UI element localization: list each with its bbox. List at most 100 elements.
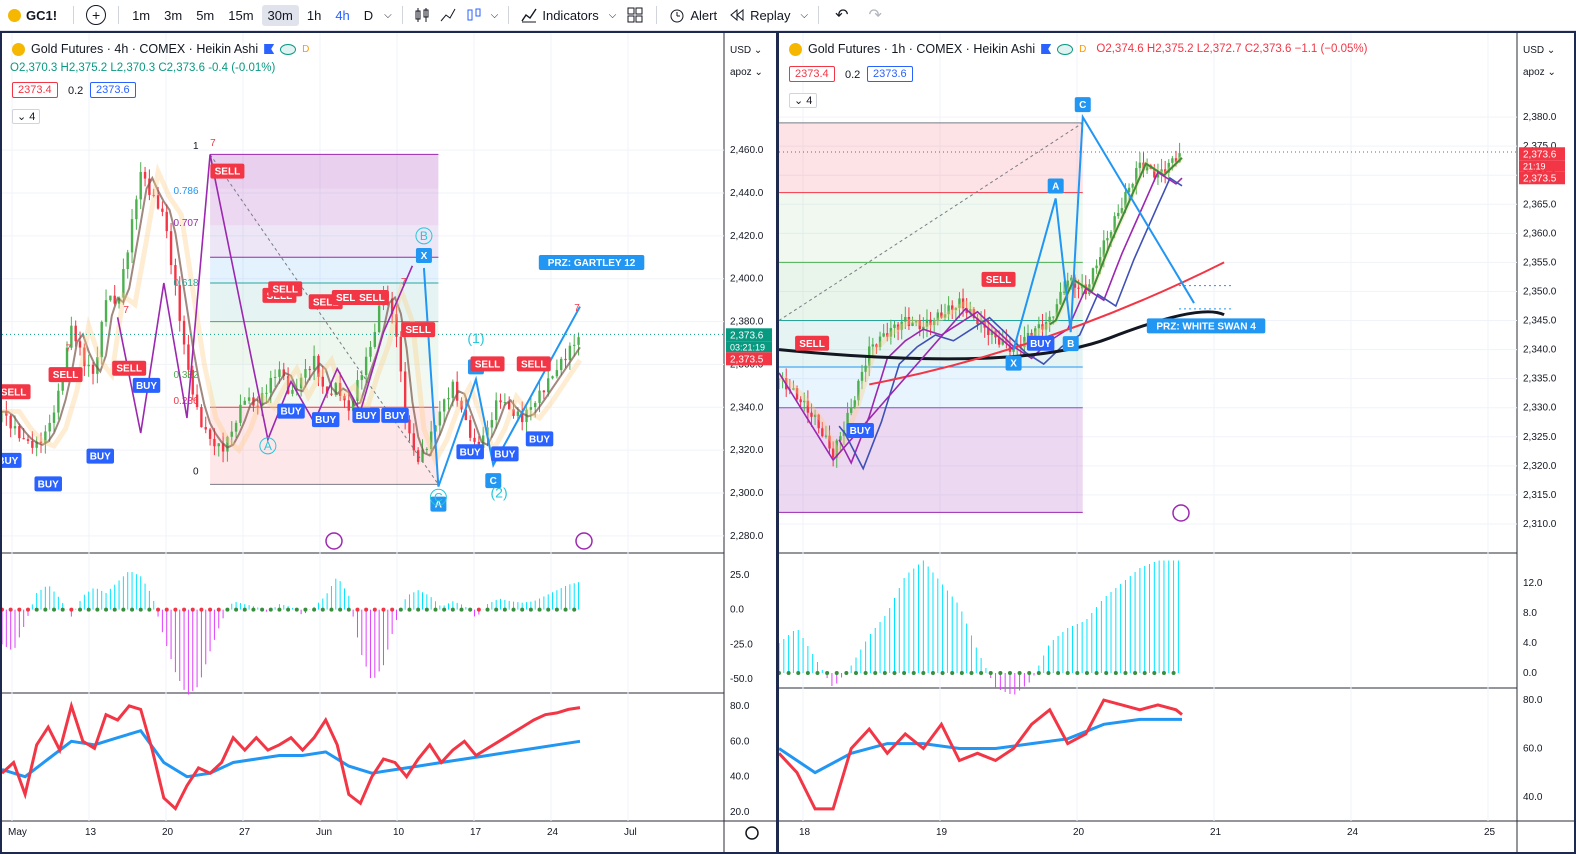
templates-icon[interactable] bbox=[626, 6, 644, 24]
candle-body bbox=[243, 400, 246, 405]
oscillator-zero-dot bbox=[329, 607, 334, 612]
right-sell-price[interactable]: 2373.4 bbox=[789, 66, 835, 82]
right-chart-title: Gold Futures · 1h · COMEX · Heikin Ashi bbox=[808, 42, 1036, 56]
buy-signal-label-bg bbox=[381, 407, 409, 423]
fib-trend-line bbox=[779, 122, 1084, 321]
sell-signal-label: SELL bbox=[272, 284, 298, 295]
candle-body bbox=[239, 404, 242, 423]
candle-body bbox=[130, 219, 134, 253]
right-currency[interactable]: USD ⌄ bbox=[1523, 45, 1567, 56]
buy-signal-label-bg bbox=[132, 377, 161, 393]
oscillator-zero-dot bbox=[251, 607, 256, 612]
eye-icon[interactable] bbox=[280, 43, 297, 55]
divider bbox=[508, 6, 510, 24]
chart-style-icon[interactable] bbox=[439, 6, 457, 24]
left-scale-mode[interactable]: apoz ⌄ bbox=[730, 67, 774, 78]
candle-body bbox=[143, 171, 147, 179]
oscillator-zero-dot bbox=[921, 671, 926, 675]
interval-1h[interactable]: 1h bbox=[306, 7, 322, 23]
sell-signal-label-bg bbox=[2, 384, 31, 400]
candle-body bbox=[373, 332, 377, 347]
interval-3m[interactable]: 3m bbox=[164, 7, 183, 23]
candle-body bbox=[799, 399, 802, 403]
candle-body bbox=[940, 312, 943, 318]
countdown-tag-bg bbox=[1519, 160, 1565, 172]
candle-body bbox=[39, 441, 43, 443]
candle-body bbox=[824, 435, 828, 437]
buy-signal-label-bg bbox=[456, 444, 484, 460]
oscillator-zero-dot bbox=[104, 607, 109, 612]
sell-signal-label: SELL bbox=[986, 275, 1012, 286]
oscillator-zero-dot bbox=[863, 671, 868, 675]
indicators-button[interactable]: Indicators bbox=[515, 4, 604, 26]
sell-signal-label: SELL bbox=[521, 359, 547, 370]
seven-count-label: 7 bbox=[210, 138, 216, 149]
right-chart-canvas[interactable]: 2,310.0 2,315.0 2,320.0 2,325.0 2,330.0 2,335… bbox=[779, 33, 1574, 852]
right-collapse-toggle[interactable]: ⌄ 4 bbox=[789, 93, 818, 108]
prev-price-tag: 2,373.5 bbox=[1523, 173, 1557, 184]
buy-signal-label-bg bbox=[311, 412, 340, 428]
alert-clock-icon bbox=[670, 9, 684, 23]
oscillator-zero-dot bbox=[988, 671, 993, 675]
interval-4h[interactable]: 4h bbox=[335, 7, 350, 23]
oscillator-zero-dot bbox=[882, 671, 887, 675]
buy-signal-label-bg bbox=[34, 476, 62, 492]
indicators-icon bbox=[521, 8, 537, 23]
time-tick-label: 21 bbox=[1210, 827, 1222, 838]
redo-icon[interactable]: ↷ bbox=[868, 7, 882, 24]
candle-body bbox=[857, 380, 860, 401]
indicators-dropdown-icon[interactable]: ⌵ bbox=[608, 9, 617, 21]
compare-plus-icon[interactable]: + bbox=[86, 5, 107, 25]
moving-average-line bbox=[1049, 157, 1183, 326]
right-buy-price[interactable]: 2373.6 bbox=[867, 66, 913, 82]
interval-30m[interactable]: 30m bbox=[261, 4, 299, 26]
candle-body bbox=[299, 377, 303, 389]
pattern-point-a-bg bbox=[430, 496, 447, 512]
pattern-point-x-bg bbox=[1005, 355, 1022, 371]
interval-dropdown-icon[interactable]: ⌵ bbox=[384, 9, 392, 21]
candle-body bbox=[13, 426, 17, 429]
fib-zone bbox=[210, 188, 439, 226]
candle-body bbox=[117, 297, 121, 304]
right-scale-mode[interactable]: apoz ⌄ bbox=[1523, 67, 1567, 78]
undo-icon[interactable]: ↶ bbox=[835, 7, 849, 24]
interval-15m[interactable]: 15m bbox=[228, 7, 254, 23]
flag-icon[interactable] bbox=[264, 44, 275, 54]
left-chart-canvas[interactable]: 2,280.02,300.02,320.02,340.02,360.02,380… bbox=[2, 33, 776, 852]
left-collapse-toggle[interactable]: ⌄ 4 bbox=[12, 109, 41, 124]
last-price-tag-bg bbox=[1519, 147, 1565, 161]
left-sell-price[interactable]: 2373.4 bbox=[12, 82, 58, 98]
oscillator-zero-dot bbox=[979, 671, 984, 675]
left-buy-price[interactable]: 2373.6 bbox=[90, 82, 136, 98]
candle-body bbox=[226, 436, 229, 452]
flag-icon[interactable] bbox=[1041, 44, 1052, 54]
last-price-tag-bg bbox=[726, 328, 772, 342]
interval-1m[interactable]: 1m bbox=[132, 7, 151, 23]
candle-body bbox=[1106, 238, 1109, 241]
candle-body bbox=[1102, 240, 1106, 258]
pattern-point-a-bg bbox=[1047, 178, 1064, 194]
left-currency[interactable]: USD ⌄ bbox=[730, 45, 774, 56]
oscillator-zero-dot bbox=[173, 607, 178, 612]
candle-body bbox=[1178, 153, 1181, 163]
replay-button[interactable]: Replay bbox=[723, 4, 796, 26]
candle-body bbox=[187, 344, 190, 370]
candles-icon[interactable] bbox=[413, 6, 431, 24]
candle-body bbox=[529, 407, 533, 410]
pattern-point-b-bg bbox=[1062, 336, 1079, 352]
replay-dropdown-icon[interactable]: ⌵ bbox=[800, 9, 809, 21]
interval-5m[interactable]: 5m bbox=[196, 7, 215, 23]
chart-type-dropdown-icon[interactable]: ⌵ bbox=[490, 9, 499, 21]
candle-body bbox=[135, 199, 138, 220]
symbol-search[interactable]: GC1! bbox=[0, 8, 67, 23]
candle-body bbox=[951, 305, 954, 311]
oscillator-zero-dot bbox=[476, 607, 481, 612]
oscillator-zero-dot bbox=[786, 671, 791, 675]
eye-icon[interactable] bbox=[1057, 43, 1074, 55]
heikin-ashi-icon[interactable] bbox=[465, 6, 483, 24]
time-tick-label: Jun bbox=[316, 827, 332, 838]
interval-D[interactable]: D bbox=[363, 7, 374, 23]
candle-body bbox=[547, 378, 550, 393]
oscillator-zero-dot bbox=[433, 607, 438, 612]
alert-button[interactable]: Alert bbox=[663, 4, 723, 26]
